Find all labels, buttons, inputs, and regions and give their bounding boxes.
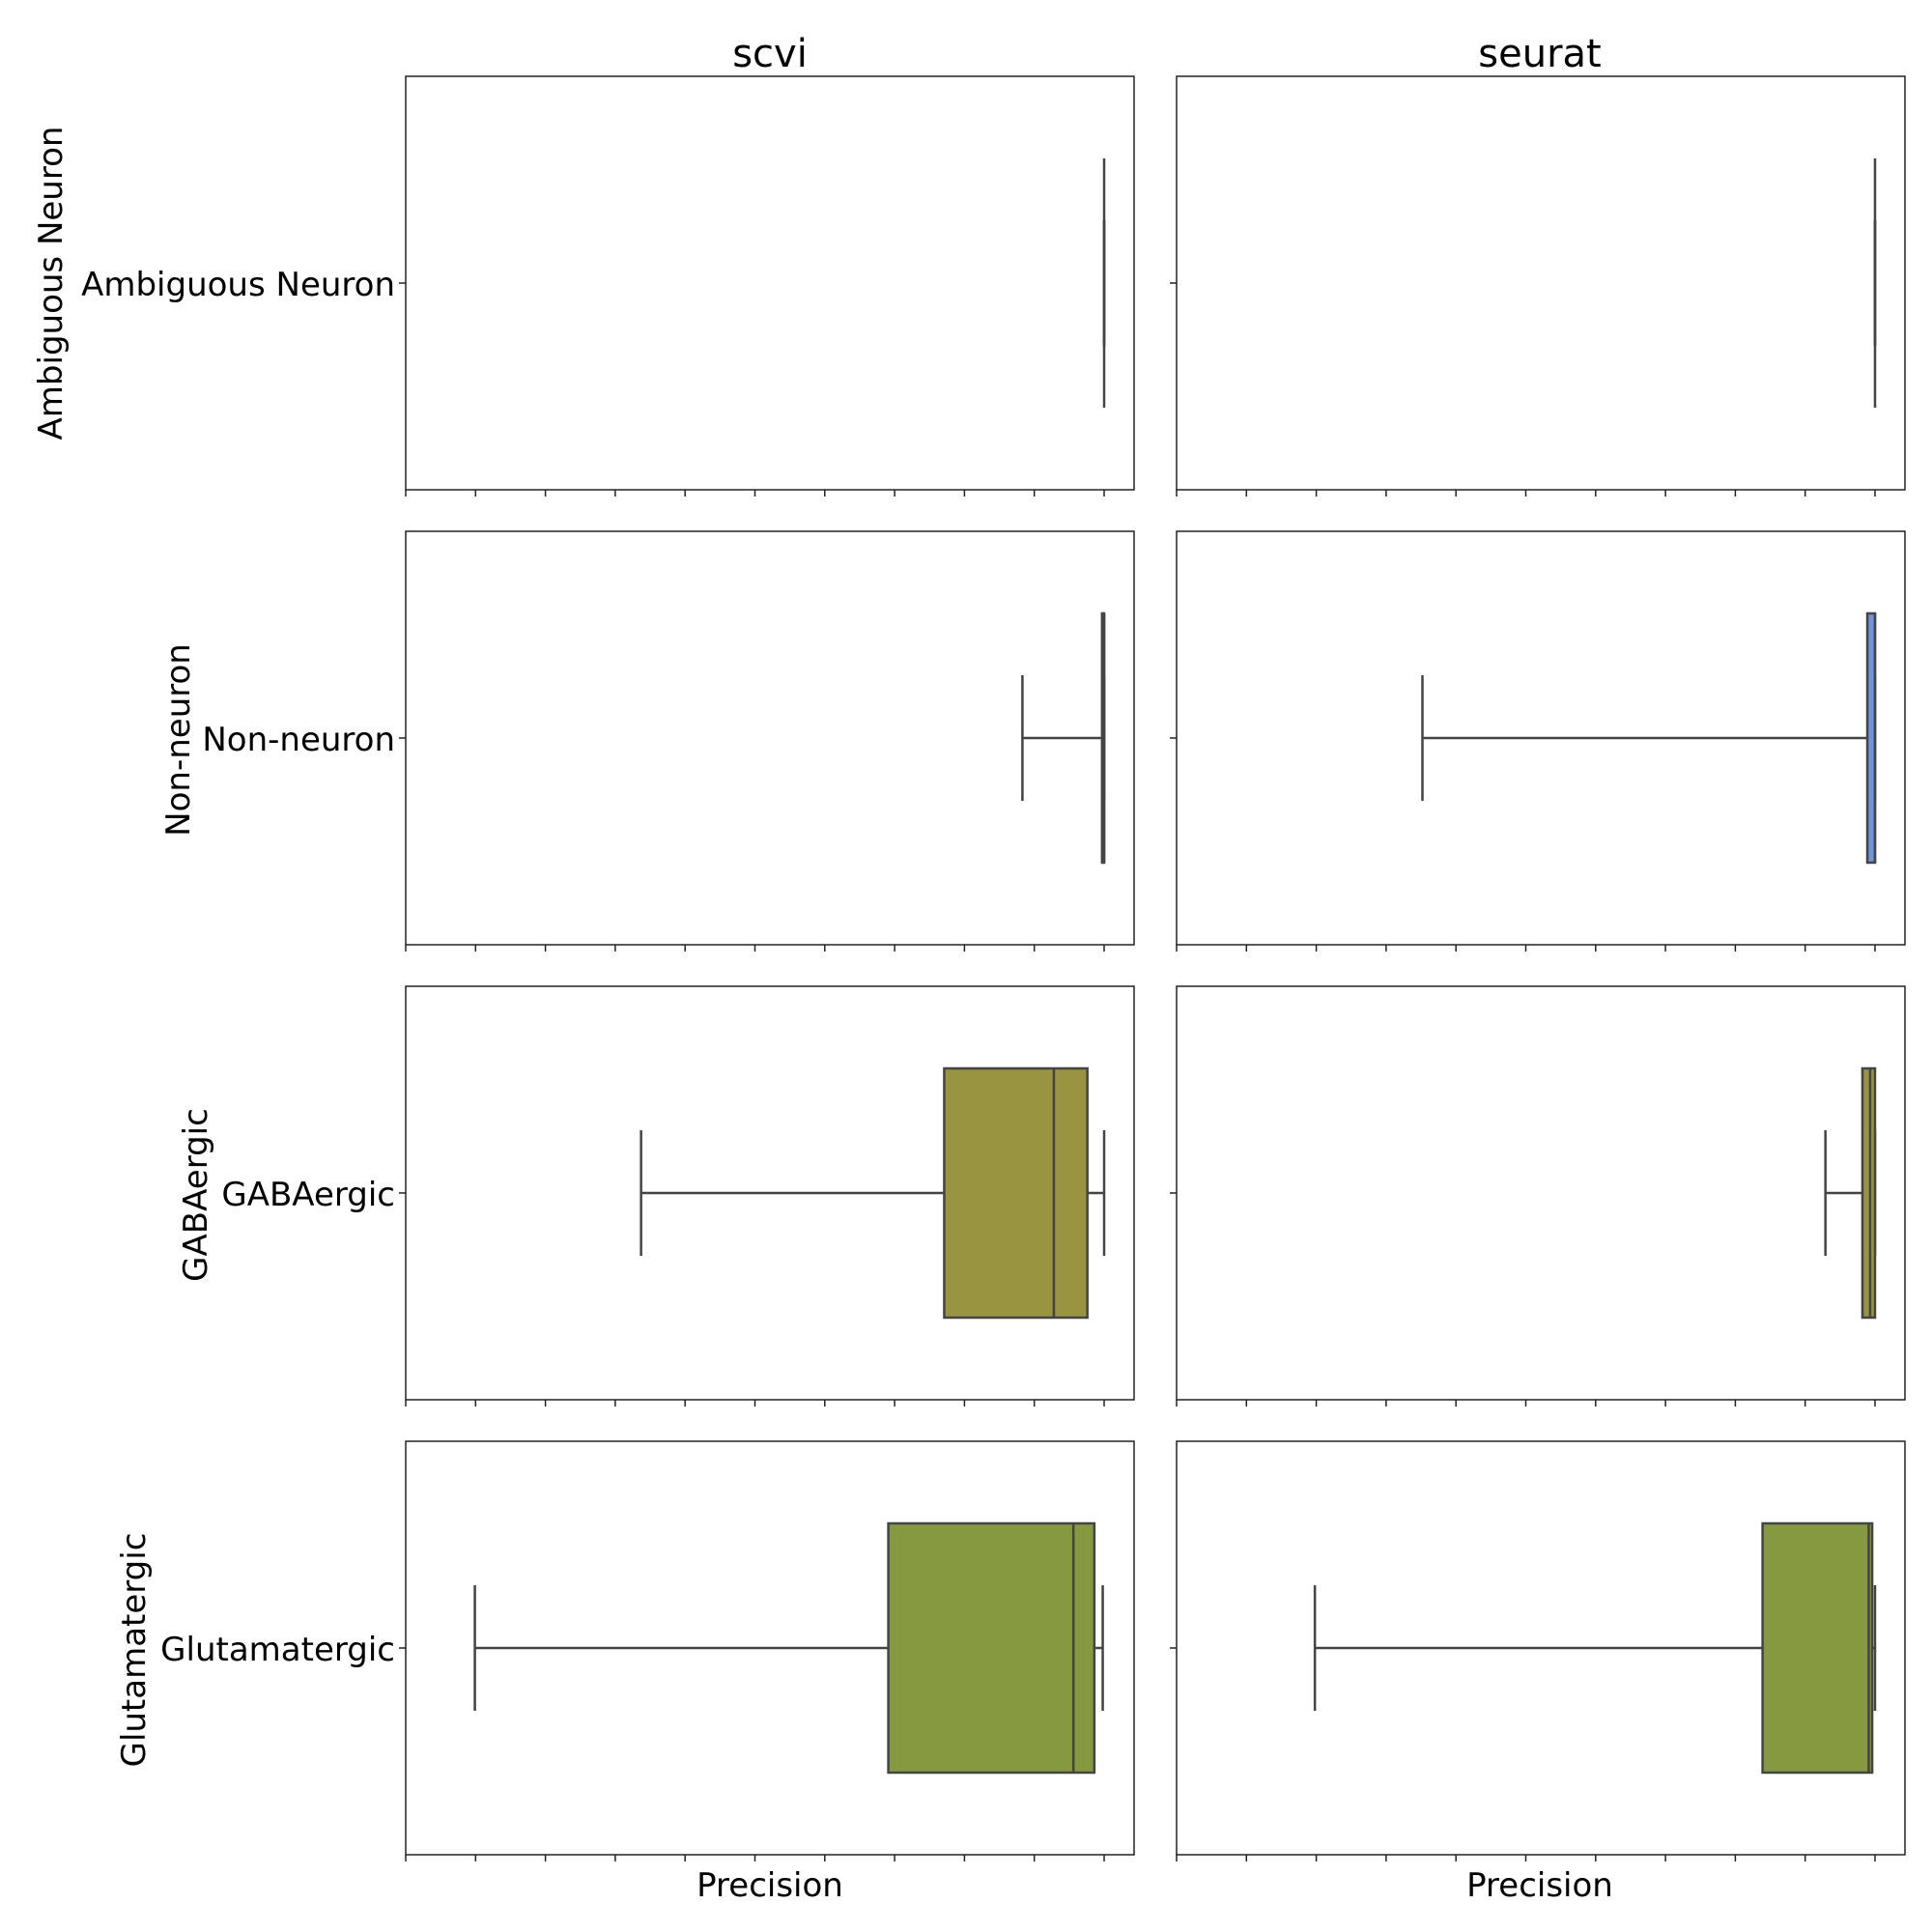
column-title-scvi: scvi [732,32,808,76]
row-title-ambiguous-neuron: Ambiguous Neuron [32,127,71,440]
y-tick-label-ambiguous-neuron: Ambiguous Neuron [81,266,395,304]
x-axis-label-seurat: Precision [1466,1866,1613,1905]
box-scvi-gabaergic [943,1066,1089,1320]
row-title-non-neuron: Non-neuron [159,643,198,837]
y-tick-label-gabaergic: GABAergic [221,1176,395,1214]
panel-frame-seurat-ambiguous-neuron [1176,75,1906,491]
column-title-seurat: seurat [1478,32,1601,76]
panel-frame-scvi-ambiguous-neuron [405,75,1135,491]
y-tick-label-glutamatergic: Glutamatergic [160,1631,395,1669]
panel-frame-seurat-gabaergic [1176,985,1906,1401]
box-scvi-glutamatergic [887,1521,1096,1775]
panel-frame-scvi-non-neuron [405,530,1135,946]
y-tick-label-non-neuron: Non-neuron [202,721,395,759]
box-seurat-gabaergic [1861,1066,1877,1320]
row-title-glutamatergic: Glutamatergic [115,1533,154,1768]
panels-layer [399,75,1906,1861]
x-axis-label-scvi: Precision [696,1866,843,1905]
row-title-gabaergic: GABAergic [177,1108,215,1282]
box-seurat-glutamatergic [1761,1521,1874,1775]
